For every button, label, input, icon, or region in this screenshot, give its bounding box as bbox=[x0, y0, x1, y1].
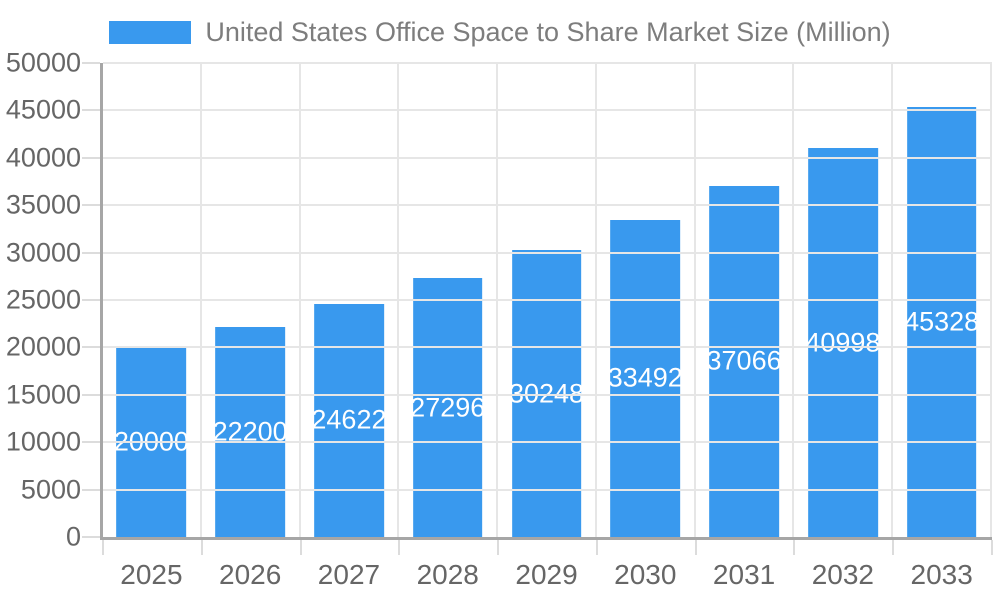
y-axis-tick bbox=[82, 536, 100, 538]
bar-2026: 22200 bbox=[212, 326, 288, 537]
x-axis-tick bbox=[102, 540, 104, 555]
bar-2032: 40998 bbox=[805, 148, 881, 537]
gridline-horizontal bbox=[103, 251, 992, 254]
bar-2027: 24622 bbox=[311, 303, 387, 537]
x-axis-tick bbox=[398, 540, 401, 555]
gridline-horizontal bbox=[103, 346, 992, 349]
bar-value-label: 33492 bbox=[607, 362, 683, 393]
x-axis-tick-label: 2033 bbox=[910, 559, 973, 590]
gridline-horizontal bbox=[103, 62, 992, 64]
bar-value-label: 30248 bbox=[508, 378, 585, 409]
category-column: 24622 2027 bbox=[301, 63, 400, 589]
x-axis-tick-label: 2030 bbox=[614, 559, 677, 590]
y-axis-tick bbox=[82, 109, 100, 112]
gridline-horizontal bbox=[103, 441, 992, 444]
y-axis-tick bbox=[82, 204, 100, 207]
y-axis-tick-label: 0 bbox=[65, 521, 81, 552]
gridline-horizontal bbox=[103, 156, 992, 159]
gridline-horizontal bbox=[103, 204, 992, 207]
x-axis-tick-label: 2029 bbox=[515, 559, 578, 590]
y-axis-tick bbox=[82, 156, 100, 159]
x-axis-tick bbox=[694, 540, 697, 555]
y-axis-tick-label: 10000 bbox=[5, 426, 81, 457]
plot-columns: 20000 2025 22200 2026 24622 2027 27296 2028 3024… bbox=[103, 63, 993, 589]
bar-value-label: 37066 bbox=[706, 345, 782, 376]
gridline-horizontal bbox=[103, 109, 992, 112]
y-axis-tick bbox=[82, 299, 100, 301]
x-axis-tick bbox=[595, 540, 598, 555]
x-axis-tick bbox=[200, 540, 203, 555]
x-axis-tick-label: 2027 bbox=[317, 559, 381, 590]
x-axis-tick bbox=[793, 540, 796, 555]
y-axis-tick bbox=[82, 488, 100, 491]
plot-area: 20000 2025 22200 2026 24622 2027 27296 2028 3024… bbox=[6, 49, 993, 589]
y-axis-tick-label: 15000 bbox=[5, 379, 81, 410]
bar-value-label: 45328 bbox=[904, 306, 980, 337]
bar-value-label: 22200 bbox=[212, 416, 288, 447]
bar-2033: 45328 bbox=[904, 107, 980, 537]
y-axis-tick bbox=[82, 441, 100, 444]
y-axis-tick-label: 5000 bbox=[20, 474, 81, 505]
x-axis-tick-label: 2031 bbox=[712, 559, 776, 590]
category-column: 27296 2028 bbox=[399, 63, 499, 589]
bar-value-label: 40998 bbox=[805, 327, 881, 358]
x-axis-tick bbox=[991, 540, 993, 555]
bar-2030: 33492 bbox=[607, 219, 683, 537]
x-axis-tick bbox=[892, 540, 895, 555]
x-axis-tick-label: 2025 bbox=[120, 559, 183, 590]
y-axis-tick-label: 50000 bbox=[5, 47, 81, 78]
y-axis-tick-label: 40000 bbox=[5, 142, 81, 173]
y-axis-tick-label: 30000 bbox=[5, 237, 81, 268]
y-axis-tick-label: 20000 bbox=[5, 331, 81, 362]
category-column: 45328 2033 bbox=[893, 63, 993, 589]
legend: United States Office Space to Share Mark… bbox=[0, 17, 1000, 48]
y-axis-tick-label: 35000 bbox=[5, 189, 81, 220]
y-axis-tick-label: 45000 bbox=[5, 94, 81, 125]
y-axis-tick bbox=[82, 251, 100, 254]
legend-swatch bbox=[109, 21, 192, 44]
y-axis-tick bbox=[82, 393, 100, 396]
x-axis-tick-label: 2028 bbox=[416, 559, 479, 590]
gridline-horizontal bbox=[103, 393, 992, 396]
x-axis-tick bbox=[299, 540, 302, 555]
bar-value-label: 27296 bbox=[410, 392, 486, 423]
x-axis-tick bbox=[497, 540, 500, 555]
gridline-horizontal bbox=[103, 299, 992, 301]
category-column: 22200 2026 bbox=[202, 63, 301, 589]
bar-value-label: 24622 bbox=[311, 404, 387, 435]
chart-title: United States Office Space to Share Mark… bbox=[205, 17, 891, 47]
gridline-horizontal bbox=[103, 488, 992, 491]
x-axis-tick-label: 2026 bbox=[219, 559, 282, 590]
y-axis-tick-label: 25000 bbox=[5, 284, 81, 315]
bar-2031: 37066 bbox=[706, 185, 782, 537]
bar-2028: 27296 bbox=[410, 278, 486, 537]
y-axis-tick bbox=[82, 62, 100, 64]
x-axis-tick-label: 2032 bbox=[811, 559, 875, 590]
y-axis-tick bbox=[82, 346, 100, 349]
